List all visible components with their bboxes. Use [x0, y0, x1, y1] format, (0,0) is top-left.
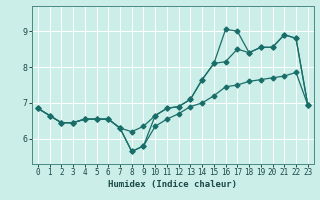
X-axis label: Humidex (Indice chaleur): Humidex (Indice chaleur) — [108, 180, 237, 189]
